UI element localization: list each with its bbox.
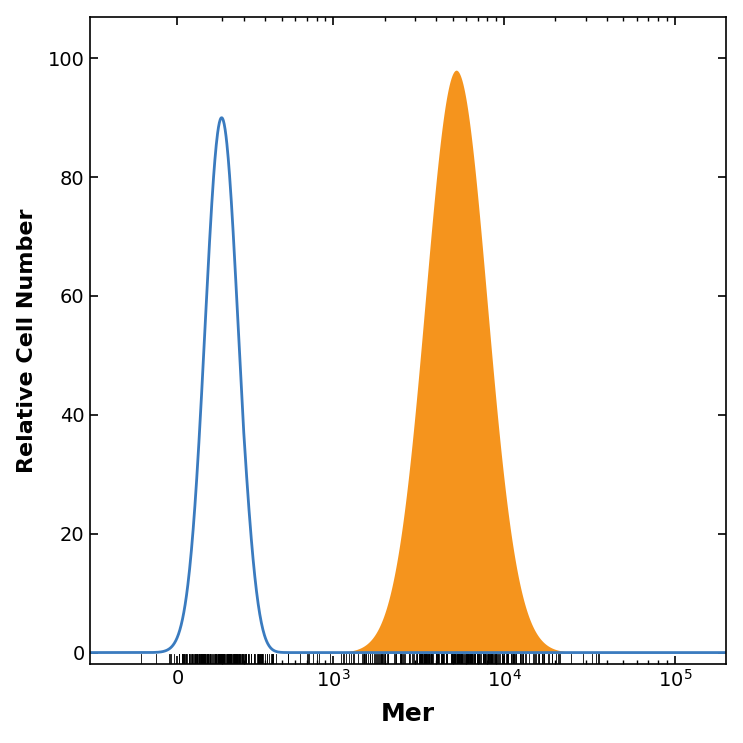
X-axis label: Mer: Mer (381, 702, 435, 727)
Y-axis label: Relative Cell Number: Relative Cell Number (16, 208, 36, 473)
